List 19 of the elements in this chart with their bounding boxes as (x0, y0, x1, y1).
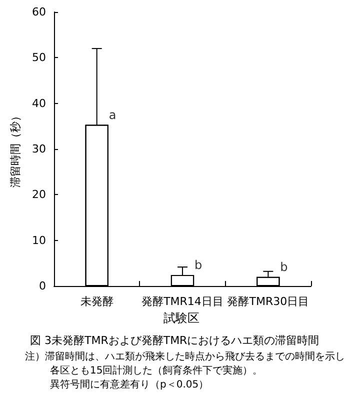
x-tick-label: 未発酵 (80, 295, 114, 308)
text: 図 3未発酵TMRおよび発酵TMRにおけるハエ類の滞留時間 (30, 334, 320, 347)
text: 各区とも15回計測した（飼育条件下で実施）。 (50, 364, 263, 376)
y-axis-title: 滞留時間（秒） (9, 110, 22, 188)
annotation: b (280, 260, 288, 274)
annotation: a (108, 108, 116, 122)
y-tick-label: 60 (32, 6, 46, 18)
y-tick-label: 30 (32, 142, 46, 156)
x-tick-label: 発酵TMR30日目 (227, 295, 310, 308)
text: 注）滞留時間は、ハエ類が飛来した時点から飛び去るまでの時間を示し (25, 350, 345, 362)
x-axis-title: 試験区 (164, 311, 200, 325)
x-tick-label: 発酵TMR14日目 (142, 295, 224, 308)
text: 異符号間に有意差有り（p＜0.05） (50, 378, 209, 390)
y-tick-label: 50 (32, 51, 46, 64)
annotation: b (194, 258, 202, 272)
y-tick-label: 20 (32, 188, 46, 202)
y-tick-label: 40 (32, 96, 46, 110)
y-tick-label: 0 (39, 280, 46, 292)
y-tick-label: 10 (32, 234, 46, 247)
